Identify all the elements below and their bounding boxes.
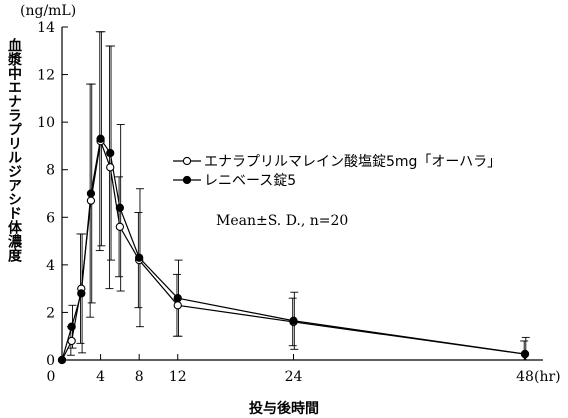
data-point-reference: [57, 355, 67, 365]
x-unit-label: (hr): [534, 369, 561, 385]
x-axis-label: 投与後時間: [249, 401, 319, 417]
data-point-generic: [67, 336, 76, 346]
x-tick-label: 12: [169, 369, 187, 385]
data-point-reference: [96, 134, 105, 143]
data-point-reference: [115, 203, 125, 212]
data-point-generic: [106, 163, 115, 172]
series-points: [57, 134, 530, 365]
data-point-reference: [86, 189, 96, 198]
data-point-reference: [106, 148, 115, 158]
stats-annotation: Mean±S. D., n=20: [216, 213, 348, 229]
y-tick-label: 10: [37, 115, 55, 131]
data-point-reference: [77, 289, 86, 298]
error-bars: [66, 31, 530, 361]
legend-label: レニベース錠5: [204, 173, 296, 189]
data-point-generic: [115, 222, 125, 231]
data-point-generic: [173, 301, 182, 310]
x-tick-label: 0: [47, 369, 56, 385]
x-tick-label: 48: [516, 369, 534, 385]
y-tick-label: 0: [46, 353, 55, 369]
y-axis-label: 血漿中エナラプリルジアシド体濃度: [6, 38, 22, 262]
y-unit-label: (ng/mL): [20, 3, 76, 19]
y-tick-label: 2: [46, 305, 55, 321]
y-tick-label: 8: [46, 163, 55, 179]
data-point-reference: [67, 322, 76, 331]
chart-legend: エナラプリルマレイン酸塩錠5mg「オーハラ」レニベース錠5: [173, 154, 501, 189]
x-tick-label: 24: [285, 369, 303, 385]
y-tick-label: 4: [46, 258, 55, 274]
x-tick-label: 8: [135, 369, 144, 385]
data-point-reference: [520, 349, 530, 359]
data-point-reference: [289, 316, 298, 325]
series-lines: [61, 137, 526, 361]
legend-marker-reference: [182, 175, 192, 185]
series-line-reference: [61, 137, 526, 361]
data-point-generic: [86, 196, 96, 205]
y-tick-label: 14: [37, 20, 55, 36]
x-tick-label: 4: [96, 369, 105, 385]
data-point-reference: [135, 253, 144, 262]
data-point-reference: [173, 294, 182, 303]
legend-label: エナラプリルマレイン酸塩錠5mg「オーハラ」: [204, 154, 501, 170]
legend-marker-generic: [182, 156, 192, 166]
y-tick-label: 6: [46, 210, 55, 226]
y-tick-label: 12: [37, 68, 55, 84]
